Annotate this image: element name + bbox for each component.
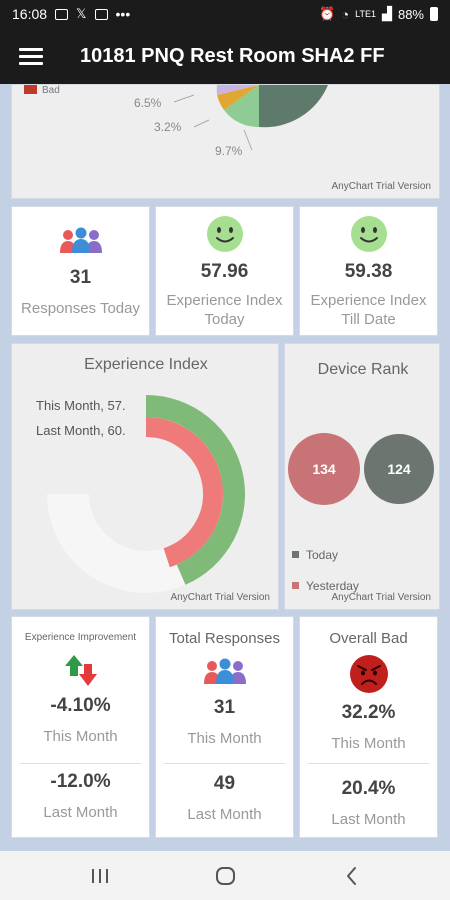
bubble-label-today: 124 xyxy=(387,461,411,477)
leader-line xyxy=(243,129,253,151)
improvement-this-month-label: This Month xyxy=(43,728,118,745)
recent-apps-icon[interactable] xyxy=(92,869,108,883)
legend-label-yesterday: Yesterday xyxy=(306,579,359,593)
experience-index-till-date-label: Experience Index Till Date xyxy=(310,292,427,328)
total-responses-last-month-value: 49 xyxy=(213,773,236,794)
experience-improvement-title: Experience Improvement xyxy=(24,632,137,643)
pie-label: 6.5% xyxy=(134,96,162,110)
total-responses-last-month-label: Last Month xyxy=(187,806,262,823)
legend-label-today: Today xyxy=(306,548,338,562)
overall-bad-this-month-value: 32.2% xyxy=(341,702,396,723)
overall-bad-card[interactable]: Overall Bad 32.2% This Month 20.4% Last … xyxy=(299,616,438,838)
pie-slice-dark xyxy=(259,85,328,128)
experience-index-today-label: Experience Index Today xyxy=(166,292,283,328)
improvement-this-month-value: -4.10% xyxy=(50,695,111,716)
overall-bad-title: Overall Bad xyxy=(329,630,408,647)
experience-improvement-card[interactable]: Experience Improvement -4.10% This Month… xyxy=(11,616,150,838)
chart-watermark: AnyChart Trial Version xyxy=(331,592,432,603)
experience-index-card: Experience Index This Month, 57. Last Mo… xyxy=(11,343,279,610)
radial-bar-last-month xyxy=(145,417,223,568)
legend-label-bad: Bad xyxy=(42,85,60,96)
pie-chart: Bad 6.5% 3.2% 9.7% xyxy=(24,85,328,158)
total-responses-card[interactable]: Total Responses 31 This Month 49 Last Mo… xyxy=(155,616,294,838)
people-group-icon xyxy=(59,227,102,253)
network-label: LTE1 xyxy=(355,9,376,19)
signal-icon: ▟ xyxy=(381,6,392,21)
leader-line xyxy=(173,94,195,103)
device-rank-card: Device Rank 134 124 Today Yesterday AnyC… xyxy=(284,343,440,610)
gallery-notification-icon xyxy=(55,8,69,20)
total-responses-this-month-value: 31 xyxy=(213,697,236,718)
responses-today-label: Responses Today xyxy=(21,300,140,317)
series-label-last-month: Last Month, 60. xyxy=(36,423,126,438)
responses-today-value: 31 xyxy=(69,267,92,288)
overall-bad-this-month-label: This Month xyxy=(331,735,406,752)
status-bar: 16:08 𝕏 ••• ⏰ ◔ LTE1 ▟ 88% xyxy=(0,0,450,28)
pie-slice-orange xyxy=(217,85,259,110)
system-nav-bar xyxy=(0,851,450,900)
legend-swatch-yesterday xyxy=(292,582,299,589)
hamburger-menu-icon[interactable] xyxy=(19,47,43,65)
status-time: 16:08 xyxy=(12,6,48,22)
back-icon[interactable] xyxy=(347,867,356,885)
bubble-label-yesterday: 134 xyxy=(312,461,336,477)
divider xyxy=(308,763,429,764)
device-rank-title: Device Rank xyxy=(317,361,409,378)
divider xyxy=(164,763,285,764)
responses-today-card[interactable]: 31 Responses Today xyxy=(11,206,150,336)
total-responses-title: Total Responses xyxy=(169,630,280,647)
experience-index-till-date-card[interactable]: 59.38 Experience Index Till Date xyxy=(299,206,438,336)
battery-icon xyxy=(430,7,438,21)
pie-label: 9.7% xyxy=(215,144,243,158)
experience-index-till-date-value: 59.38 xyxy=(344,261,393,282)
series-label-this-month: This Month, 57. xyxy=(36,398,126,413)
pie-slice-green xyxy=(224,85,259,128)
radial-bar-this-month xyxy=(145,395,245,585)
chart-watermark: AnyChart Trial Version xyxy=(170,592,271,603)
legend-swatch-bad xyxy=(24,85,37,94)
smiley-face-icon xyxy=(206,216,243,252)
wifi-icon: ◔ xyxy=(341,6,350,22)
up-down-arrows-icon xyxy=(64,655,97,686)
alarm-icon: ⏰ xyxy=(319,6,336,21)
device-rank-chart: 134 124 Today Yesterday xyxy=(288,433,434,593)
battery-percent: 88% xyxy=(397,6,424,22)
smiley-face-icon xyxy=(350,216,387,252)
experience-index-title: Experience Index xyxy=(84,356,208,373)
overall-bad-last-month-value: 20.4% xyxy=(341,778,396,799)
x-notification-icon: 𝕏 xyxy=(76,6,87,21)
more-notifications-icon: ••• xyxy=(115,6,131,22)
experience-index-today-value: 57.96 xyxy=(200,261,249,282)
divider xyxy=(20,763,141,764)
pie-chart-card: Bad 6.5% 3.2% 9.7% AnyChart Trial Versio… xyxy=(11,84,440,199)
pie-label: 3.2% xyxy=(154,120,182,134)
leader-line xyxy=(193,119,210,128)
angry-face-icon xyxy=(349,655,388,693)
page-title: 10181 PNQ Rest Room SHA2 FF xyxy=(80,44,385,67)
pie-slice-lavender xyxy=(216,85,259,95)
experience-index-chart: This Month, 57. Last Month, 60. xyxy=(36,395,245,593)
app-bar: 10181 PNQ Rest Room SHA2 FF xyxy=(0,28,450,84)
total-responses-this-month-label: This Month xyxy=(187,730,262,747)
bubble-today xyxy=(364,434,434,504)
people-group-icon xyxy=(203,658,246,684)
overall-bad-last-month-label: Last Month xyxy=(331,811,406,828)
nav-icons xyxy=(92,867,356,885)
legend-swatch-today xyxy=(292,551,299,558)
app-notification-icon xyxy=(94,8,108,20)
improvement-last-month-value: -12.0% xyxy=(50,771,111,792)
chart-watermark: AnyChart Trial Version xyxy=(331,181,432,192)
home-icon[interactable] xyxy=(216,867,235,885)
experience-index-today-card[interactable]: 57.96 Experience Index Today xyxy=(155,206,294,336)
improvement-last-month-label: Last Month xyxy=(43,804,118,821)
bubble-yesterday xyxy=(288,433,360,505)
